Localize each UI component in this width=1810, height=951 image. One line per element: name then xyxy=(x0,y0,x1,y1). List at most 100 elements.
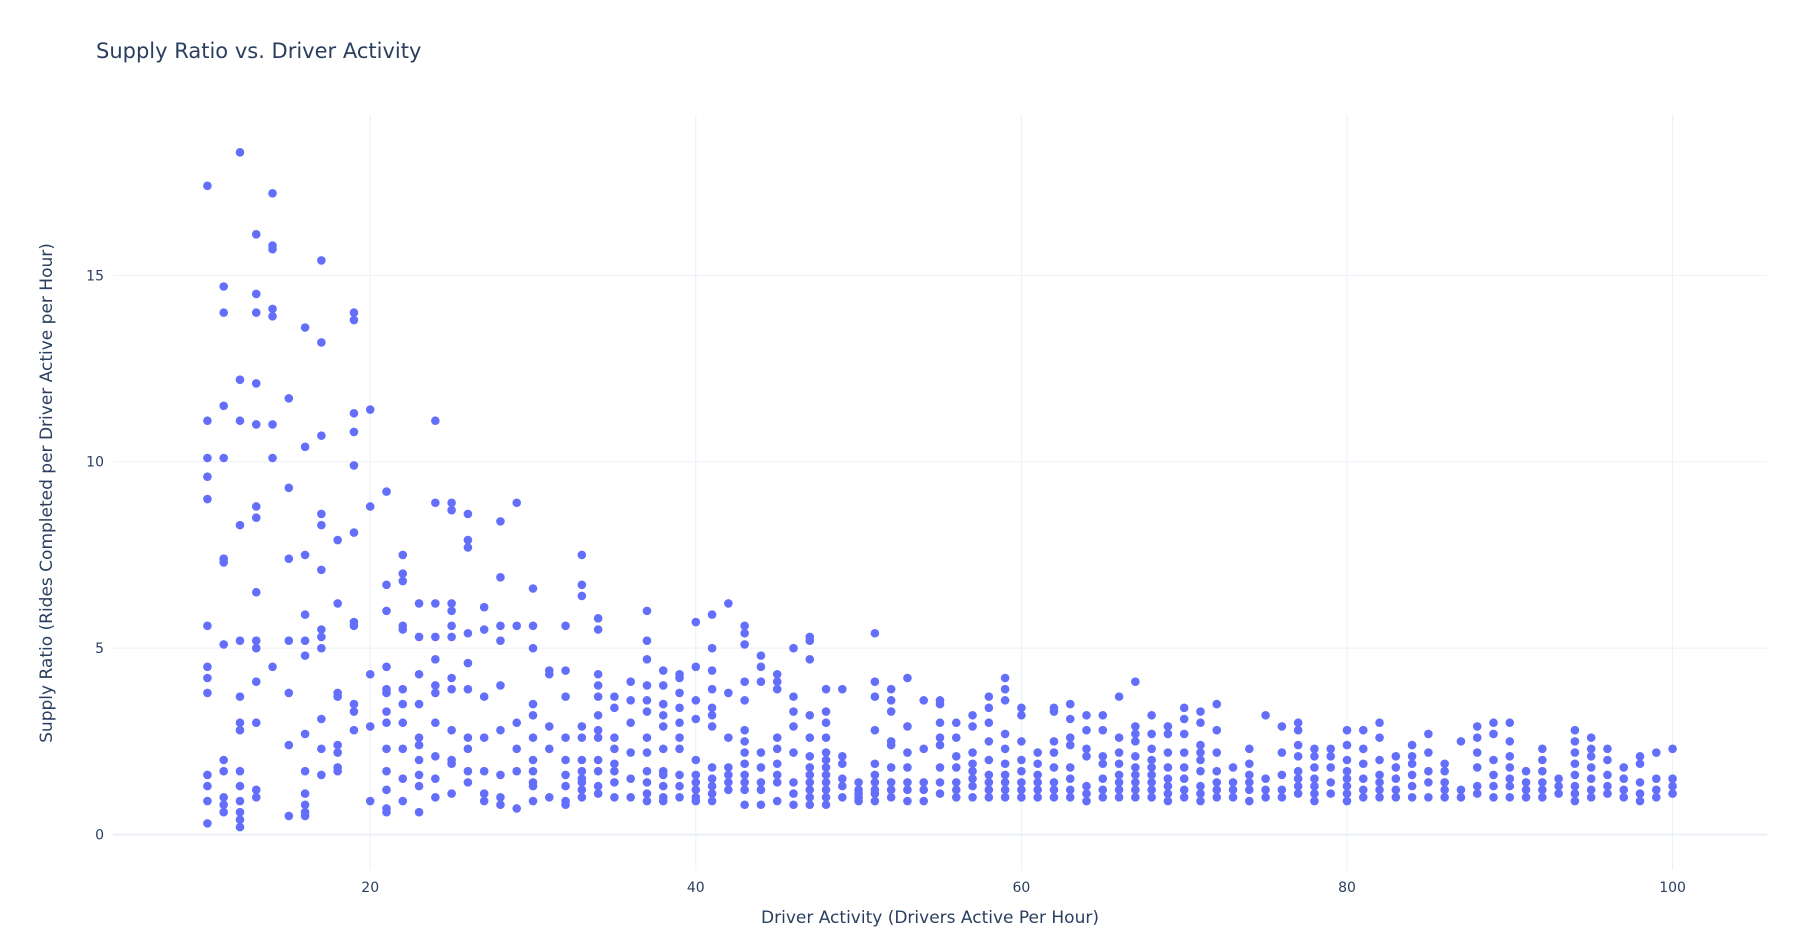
scatter-point xyxy=(1261,792,1270,802)
scatter-point xyxy=(1342,740,1352,750)
scatter-point xyxy=(447,606,456,616)
scatter-point xyxy=(838,684,847,694)
scatter-point xyxy=(838,792,847,802)
scatter-point xyxy=(642,778,652,787)
scatter-point xyxy=(1293,740,1303,750)
scatter-point xyxy=(1310,751,1319,761)
scatter-point xyxy=(300,651,310,660)
scatter-point xyxy=(1082,789,1091,798)
scatter-point xyxy=(707,774,717,783)
scatter-point xyxy=(789,800,798,810)
scatter-point xyxy=(772,669,782,679)
scatter-point xyxy=(1538,755,1547,765)
scatter-point xyxy=(984,792,994,802)
scatter-point xyxy=(577,591,587,601)
scatter-point xyxy=(251,677,261,687)
x-tick-label: 20 xyxy=(361,880,379,896)
scatter-point xyxy=(349,427,359,437)
scatter-point xyxy=(1603,770,1612,780)
scatter-point xyxy=(528,621,538,631)
scatter-point xyxy=(1635,751,1645,761)
scatter-point xyxy=(1342,774,1352,783)
scatter-point xyxy=(1358,725,1368,735)
scatter-point xyxy=(1212,699,1222,709)
scatter-point xyxy=(317,338,326,347)
scatter-point xyxy=(1114,692,1124,701)
scatter-point xyxy=(398,684,408,694)
scatter-point xyxy=(1619,785,1629,795)
scatter-point xyxy=(707,796,717,806)
scatter-point xyxy=(675,792,684,802)
scatter-point xyxy=(1179,703,1189,713)
scatter-point xyxy=(1065,774,1075,783)
scatter-point xyxy=(284,483,294,493)
scatter-point xyxy=(365,502,375,511)
scatter-point xyxy=(398,774,408,783)
scatter-point xyxy=(431,688,440,698)
scatter-point xyxy=(512,718,522,728)
scatter-point xyxy=(479,692,489,701)
y-tick-label: 0 xyxy=(95,828,104,844)
scatter-point xyxy=(1375,770,1384,780)
scatter-point xyxy=(1635,778,1645,787)
scatter-point xyxy=(1472,748,1482,757)
scatter-point xyxy=(1326,751,1336,761)
scatter-point xyxy=(1391,751,1401,761)
scatter-point xyxy=(1196,748,1205,757)
scatter-point xyxy=(414,755,424,765)
scatter-point xyxy=(1049,785,1059,795)
scatter-point xyxy=(1000,778,1010,787)
scatter-point xyxy=(1147,785,1156,795)
scatter-point xyxy=(284,394,294,403)
scatter-point xyxy=(447,684,456,694)
scatter-point xyxy=(1375,785,1384,795)
scatter-point xyxy=(203,416,212,426)
scatter-point xyxy=(235,822,245,832)
scatter-point xyxy=(251,718,261,728)
scatter-point xyxy=(235,416,245,426)
scatter-point xyxy=(463,509,473,519)
scatter-point xyxy=(544,744,554,754)
scatter-point xyxy=(219,800,229,810)
scatter-point xyxy=(1554,774,1563,783)
scatter-point xyxy=(577,766,587,776)
scatter-point xyxy=(1228,778,1238,787)
scatter-point xyxy=(658,710,668,720)
scatter-point xyxy=(805,778,815,787)
scatter-point xyxy=(203,819,212,828)
scatter-point xyxy=(1277,748,1287,757)
scatter-point xyxy=(658,781,668,791)
scatter-point xyxy=(903,763,912,772)
scatter-point xyxy=(1228,792,1238,802)
scatter-point xyxy=(1505,763,1515,772)
scatter-point xyxy=(740,677,749,687)
scatter-point xyxy=(691,662,701,672)
scatter-point xyxy=(772,677,782,687)
scatter-point xyxy=(1538,744,1547,754)
scatter-point xyxy=(219,453,229,463)
scatter-point xyxy=(1619,763,1629,772)
scatter-point xyxy=(984,755,994,765)
scatter-point xyxy=(333,740,342,750)
scatter-point xyxy=(935,733,945,742)
scatter-point xyxy=(1179,748,1189,757)
scatter-point xyxy=(919,796,929,806)
scatter-point xyxy=(1358,774,1368,783)
scatter-point xyxy=(365,722,375,731)
scatter-point xyxy=(756,662,766,672)
scatter-point xyxy=(1017,792,1026,802)
scatter-point xyxy=(1098,792,1108,802)
scatter-point xyxy=(1163,729,1173,739)
scatter-point xyxy=(593,725,603,735)
x-tick-label: 60 xyxy=(1012,880,1030,896)
scatter-point xyxy=(251,792,261,802)
scatter-point xyxy=(1212,778,1222,787)
scatter-point xyxy=(1293,766,1303,776)
scatter-point xyxy=(447,498,456,508)
scatter-point xyxy=(1505,792,1515,802)
scatter-point xyxy=(431,792,440,802)
scatter-point xyxy=(1179,763,1189,772)
scatter-point xyxy=(414,807,424,817)
scatter-point xyxy=(642,707,652,716)
scatter-point xyxy=(382,662,391,672)
